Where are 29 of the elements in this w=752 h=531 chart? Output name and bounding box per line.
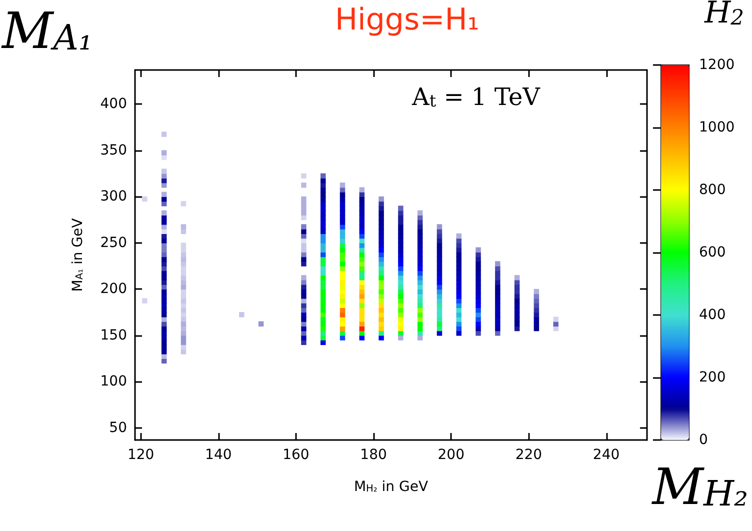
x-tick-label: 200 — [438, 447, 464, 463]
x-tick-label: 240 — [592, 447, 620, 463]
y-tick-label: 200 — [100, 281, 127, 298]
y-tick-label: 300 — [100, 188, 127, 205]
y-tick-label: 150 — [100, 327, 127, 344]
x-tick-label: 180 — [360, 447, 387, 463]
color-bar-label: 800 — [699, 182, 726, 198]
y-tick-label: 400 — [100, 96, 127, 112]
x-tick-label: 160 — [282, 447, 310, 463]
y-axis-title: MA₁ in GeV — [70, 218, 86, 292]
y-tick-label: 100 — [100, 374, 127, 390]
text: MA₁ — [1, 2, 93, 60]
annotation: At = 1 TeV — [411, 83, 541, 111]
x-axis-title: MH₂ in GeV — [354, 479, 428, 496]
color-bar-label: 0 — [699, 432, 708, 448]
y-tick-label: 50 — [109, 420, 127, 436]
x-tick-label: 220 — [515, 447, 542, 463]
color-bar-label: 400 — [699, 307, 726, 323]
y-tick-label: 350 — [100, 142, 127, 158]
text: H2 — [703, 0, 744, 30]
chart-title: Higgs=H₁ — [335, 2, 480, 38]
x-tick-label: 140 — [205, 447, 232, 463]
color-bar-label: 200 — [699, 370, 726, 386]
y-tick-label: 250 — [100, 234, 127, 251]
color-bar-label: 1000 — [699, 120, 735, 136]
x-tick-label: 120 — [127, 447, 154, 463]
text: MH₂ — [651, 458, 748, 516]
color-bar-label: 600 — [699, 244, 726, 260]
color-bar-label: 1200 — [699, 57, 735, 73]
